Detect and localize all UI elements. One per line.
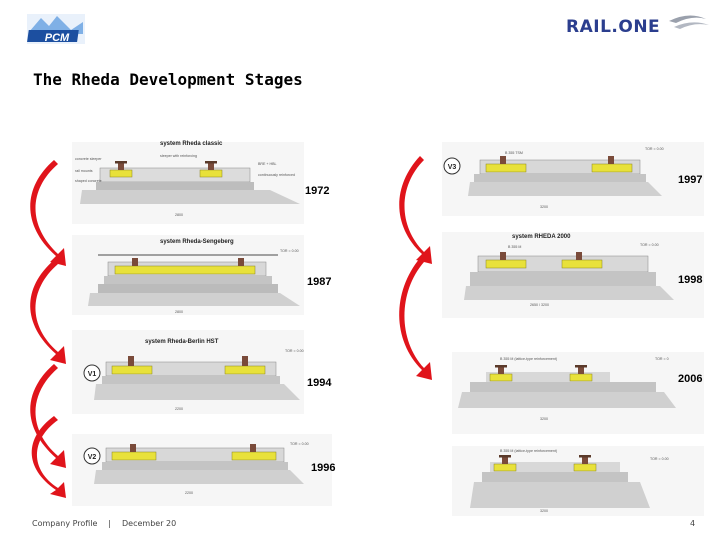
stage-caption: system Rheda-Berlin HST [145, 339, 219, 345]
svg-text:TOR = 0.00: TOR = 0.00 [640, 243, 659, 247]
stage-2006: B 355 M (lattice-type reinforcement) TOR… [452, 352, 704, 434]
stage-year: 2006 [678, 373, 702, 385]
svg-text:TOR = 0.00: TOR = 0.00 [650, 457, 669, 461]
svg-text:B 355 TSM: B 355 TSM [505, 151, 523, 155]
footer-separator: | [108, 519, 111, 528]
svg-text:3200: 3200 [540, 509, 548, 513]
svg-text:2800: 2800 [175, 213, 183, 217]
stage-rheda-berlin: system Rheda-Berlin HST V1 TOR = 0.00 22… [72, 330, 332, 414]
railone-logo: RAIL.ONE [564, 13, 709, 39]
stage-year: 1998 [678, 274, 702, 286]
stage-caption: system Rheda classic [160, 141, 223, 147]
svg-text:B 355 M (lattice-type reinforc: B 355 M (lattice-type reinforcement) [500, 357, 557, 361]
svg-text:2200: 2200 [185, 491, 193, 495]
svg-text:TOR = 0.00: TOR = 0.00 [280, 249, 299, 253]
svg-text:shaped concrete: shaped concrete [75, 179, 102, 183]
svg-text:3200: 3200 [540, 205, 548, 209]
stage-latest: B 355 M (lattice-type reinforcement) TOR… [452, 446, 704, 516]
left-red-arrows [30, 160, 67, 498]
stage-caption: system RHEDA 2000 [512, 234, 571, 240]
stage-rheda-2000: system RHEDA 2000 B 355 M TOR = 0.00 265… [442, 232, 704, 318]
stage-year: 1987 [307, 276, 331, 288]
stage-year: 1997 [678, 174, 702, 186]
stage-caption: system Rheda-Sengeberg [160, 239, 234, 245]
page-number: 4 [690, 519, 696, 528]
svg-text:rail mounts: rail mounts [75, 169, 93, 173]
stage-rheda-classic: system Rheda classic concrete sleeper ra… [72, 141, 329, 224]
stage-badge: V3 [448, 164, 457, 171]
svg-text:3200: 3200 [540, 417, 548, 421]
pcm-logo: PCM [27, 14, 85, 44]
footer-date: December 20 [122, 519, 177, 528]
svg-text:TOR = 0.00: TOR = 0.00 [645, 147, 664, 151]
svg-text:TOR = 0.00: TOR = 0.00 [290, 442, 309, 446]
stage-v3: V3 B 355 TSM TOR = 0.00 3200 1997 [442, 142, 704, 216]
svg-text:TOR = 0: TOR = 0 [655, 357, 669, 361]
railone-logo-text: RAIL.ONE [566, 17, 661, 37]
stage-year: 1996 [311, 462, 335, 474]
svg-text:sleeper with reinforcing: sleeper with reinforcing [160, 154, 197, 158]
svg-text:continuously reinforced: continuously reinforced [258, 173, 295, 177]
svg-text:2650 / 3200: 2650 / 3200 [530, 303, 549, 307]
svg-text:2200: 2200 [175, 407, 183, 411]
stage-v2: V2 TOR = 0.00 2200 1996 [72, 434, 335, 506]
svg-text:B 355 M: B 355 M [508, 245, 521, 249]
svg-text:2800: 2800 [175, 310, 183, 314]
svg-text:B 355 M (lattice-type reinforc: B 355 M (lattice-type reinforcement) [500, 449, 557, 453]
footer-company: Company Profile [32, 519, 98, 528]
stage-badge: V1 [88, 371, 97, 378]
stage-year: 1972 [305, 185, 329, 197]
svg-text:TOR = 0.00: TOR = 0.00 [285, 349, 304, 353]
stage-rheda-sengeberg: system Rheda-Sengeberg TOR = 0.00 2800 1… [72, 235, 331, 315]
stage-badge: V2 [88, 454, 97, 461]
svg-text:BRE + HBL: BRE + HBL [258, 162, 276, 166]
stage-year: 1994 [307, 377, 332, 389]
svg-text:PCM: PCM [45, 32, 70, 44]
right-red-arrows [399, 156, 432, 380]
svg-text:concrete sleeper: concrete sleeper [75, 157, 102, 161]
page-title: The Rheda Development Stages [33, 70, 303, 89]
